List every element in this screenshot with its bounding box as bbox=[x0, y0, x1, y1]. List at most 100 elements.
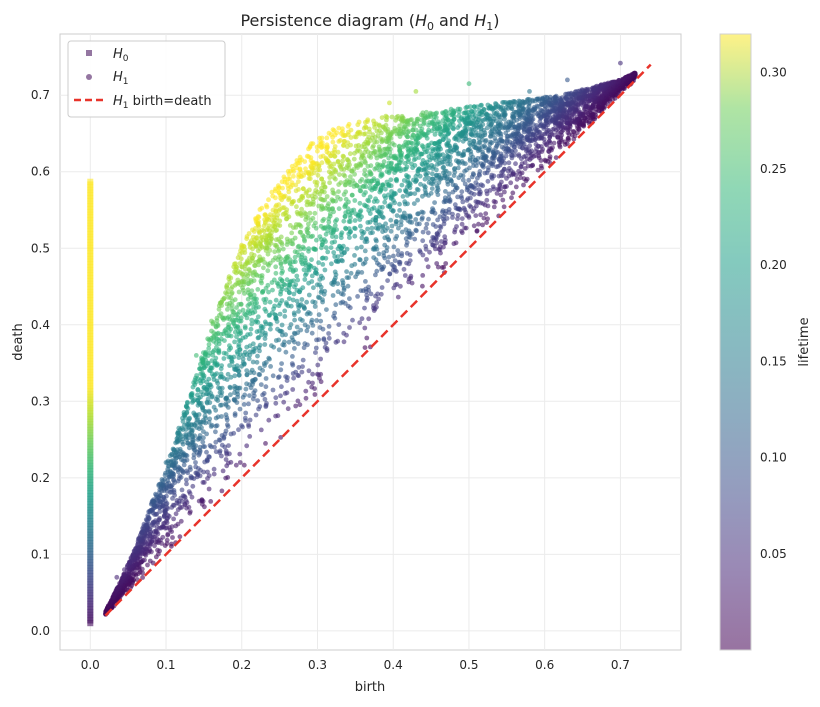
h1-point bbox=[332, 175, 337, 180]
h1-point bbox=[284, 350, 289, 355]
h1-point bbox=[430, 171, 435, 176]
h1-point bbox=[441, 208, 446, 213]
h1-point bbox=[278, 367, 283, 372]
h1-point bbox=[310, 318, 315, 323]
h1-point bbox=[268, 300, 273, 305]
h1-point bbox=[420, 194, 425, 199]
h1-point bbox=[146, 509, 151, 514]
h1-point bbox=[293, 404, 298, 409]
h1-point bbox=[357, 320, 362, 325]
h1-point bbox=[341, 331, 346, 336]
h1-point bbox=[299, 194, 304, 199]
h1-point bbox=[348, 174, 353, 179]
h1-point bbox=[457, 123, 462, 128]
h1-point bbox=[274, 298, 279, 303]
h1-point bbox=[244, 387, 249, 392]
h1-point bbox=[169, 452, 174, 457]
h1-point bbox=[504, 121, 509, 126]
h1-point bbox=[387, 272, 392, 277]
h1-point bbox=[473, 213, 478, 218]
h1-point bbox=[500, 198, 505, 203]
h1-point bbox=[304, 396, 309, 401]
h1-point bbox=[285, 277, 290, 282]
h1-point bbox=[360, 236, 365, 241]
h1-point bbox=[420, 110, 425, 115]
h1-point bbox=[232, 364, 237, 369]
h1-point bbox=[224, 457, 229, 462]
h1-point bbox=[483, 171, 488, 176]
h1-point bbox=[214, 416, 219, 421]
h1-point bbox=[274, 237, 279, 242]
h1-point bbox=[492, 199, 497, 204]
h1-point bbox=[327, 169, 332, 174]
h1-point bbox=[334, 340, 339, 345]
h1-point bbox=[304, 300, 309, 305]
h1-point bbox=[460, 222, 465, 227]
h1-point bbox=[232, 340, 237, 345]
h1-point bbox=[387, 255, 392, 260]
h1-point bbox=[330, 197, 335, 202]
h1-point bbox=[423, 244, 428, 249]
h1-point bbox=[356, 270, 361, 275]
h1-point bbox=[349, 271, 354, 276]
h1-point bbox=[314, 318, 319, 323]
h1-point bbox=[358, 224, 363, 229]
h1-point bbox=[388, 218, 393, 223]
h1-point bbox=[405, 251, 410, 256]
h1-point bbox=[246, 422, 251, 427]
h1-point bbox=[249, 252, 254, 257]
h1-point bbox=[330, 240, 335, 245]
h1-point bbox=[404, 173, 409, 178]
h1-point bbox=[459, 173, 464, 178]
h1-point bbox=[236, 302, 241, 307]
h1-point bbox=[275, 327, 280, 332]
h1-point bbox=[160, 477, 165, 482]
h1-point bbox=[242, 402, 247, 407]
h1-point bbox=[352, 151, 357, 156]
h1-point bbox=[176, 426, 181, 431]
h1-point bbox=[220, 433, 225, 438]
h1-point bbox=[320, 256, 325, 261]
h1-point bbox=[313, 350, 318, 355]
h1-point bbox=[214, 449, 219, 454]
h1-point bbox=[310, 299, 315, 304]
h1-point bbox=[331, 250, 336, 255]
h1-point bbox=[367, 169, 372, 174]
h1-point bbox=[502, 167, 507, 172]
h1-point bbox=[272, 278, 277, 283]
h1-point bbox=[212, 405, 217, 410]
h1-point bbox=[157, 482, 162, 487]
h1-point bbox=[306, 226, 311, 231]
h1-point bbox=[467, 81, 472, 86]
h1-point bbox=[324, 245, 329, 250]
h1-point bbox=[431, 222, 436, 227]
h1-point bbox=[201, 480, 206, 485]
h1-point bbox=[359, 288, 364, 293]
h1-point bbox=[206, 397, 211, 402]
h1-point bbox=[402, 178, 407, 183]
h1-point bbox=[443, 195, 448, 200]
h1-point bbox=[279, 384, 284, 389]
h1-point bbox=[509, 195, 514, 200]
h1-point bbox=[289, 322, 294, 327]
h1-point bbox=[347, 325, 352, 330]
h1-point bbox=[486, 103, 491, 108]
h1-point bbox=[292, 292, 297, 297]
h1-point bbox=[352, 226, 357, 231]
h1-point bbox=[201, 350, 206, 355]
h1-point bbox=[421, 230, 426, 235]
h1-point bbox=[329, 245, 334, 250]
h1-point bbox=[341, 219, 346, 224]
h1-point bbox=[382, 193, 387, 198]
h1-point bbox=[246, 297, 251, 302]
h1-point bbox=[225, 302, 230, 307]
h1-point bbox=[462, 111, 467, 116]
h1-point bbox=[263, 397, 268, 402]
h1-point bbox=[335, 195, 340, 200]
h1-point bbox=[573, 89, 578, 94]
h1-point bbox=[223, 290, 228, 295]
h1-point bbox=[360, 177, 365, 182]
h1-point bbox=[315, 372, 320, 377]
h1-point bbox=[471, 171, 476, 176]
h1-point bbox=[336, 159, 341, 164]
